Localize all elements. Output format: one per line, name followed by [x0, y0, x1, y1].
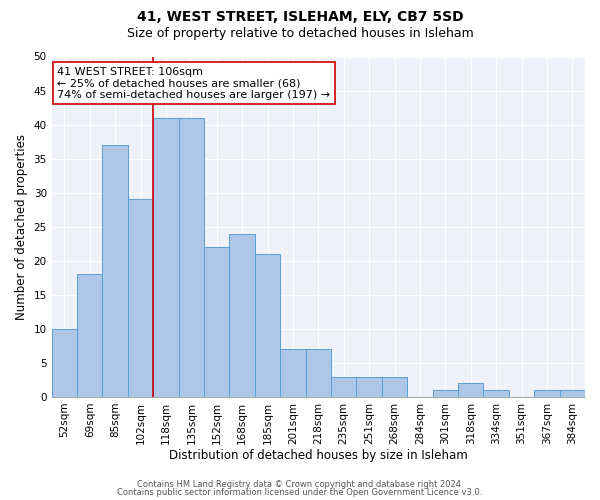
Bar	[356, 376, 382, 397]
Text: Size of property relative to detached houses in Isleham: Size of property relative to detached ho…	[127, 28, 473, 40]
Text: Contains HM Land Registry data © Crown copyright and database right 2024.: Contains HM Land Registry data © Crown c…	[137, 480, 463, 489]
Bar	[52, 329, 77, 397]
Bar	[153, 118, 179, 397]
Bar	[280, 350, 305, 397]
Bar	[229, 234, 255, 397]
Text: Contains public sector information licensed under the Open Government Licence v3: Contains public sector information licen…	[118, 488, 482, 497]
Bar	[204, 247, 229, 397]
Bar	[305, 350, 331, 397]
Bar	[128, 200, 153, 397]
Bar	[534, 390, 560, 397]
X-axis label: Distribution of detached houses by size in Isleham: Distribution of detached houses by size …	[169, 450, 468, 462]
Bar	[255, 254, 280, 397]
Text: 41, WEST STREET, ISLEHAM, ELY, CB7 5SD: 41, WEST STREET, ISLEHAM, ELY, CB7 5SD	[137, 10, 463, 24]
Bar	[458, 384, 484, 397]
Text: 41 WEST STREET: 106sqm
← 25% of detached houses are smaller (68)
74% of semi-det: 41 WEST STREET: 106sqm ← 25% of detached…	[57, 66, 330, 100]
Bar	[560, 390, 585, 397]
Y-axis label: Number of detached properties: Number of detached properties	[15, 134, 28, 320]
Bar	[179, 118, 204, 397]
Bar	[382, 376, 407, 397]
Bar	[484, 390, 509, 397]
Bar	[103, 145, 128, 397]
Bar	[331, 376, 356, 397]
Bar	[77, 274, 103, 397]
Bar	[433, 390, 458, 397]
